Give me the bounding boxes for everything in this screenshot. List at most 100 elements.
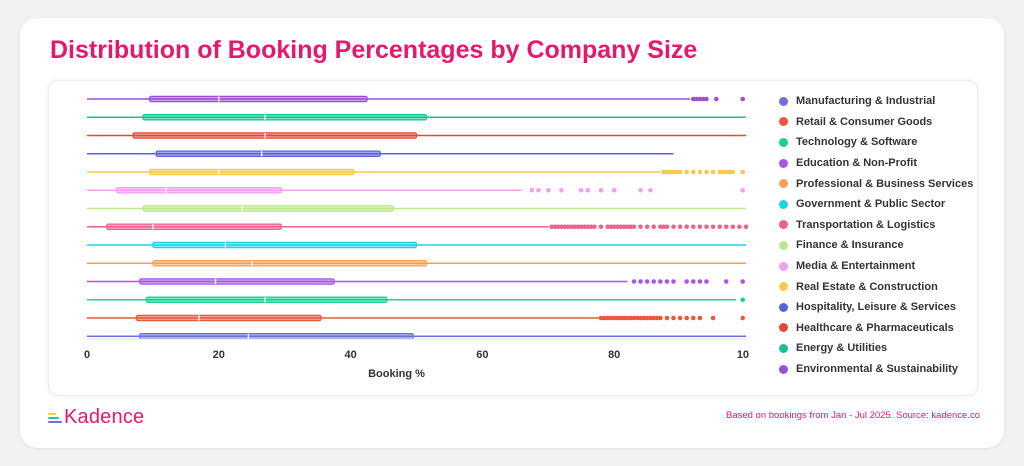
outlier-point xyxy=(644,279,650,284)
legend-dot-icon xyxy=(779,343,788,353)
outlier-point xyxy=(621,224,627,230)
outlier-point xyxy=(638,224,643,230)
box-iqr xyxy=(142,205,395,212)
legend-dot-icon xyxy=(779,199,788,209)
outlier-point xyxy=(697,224,703,230)
outlier-point xyxy=(598,187,604,193)
outlier-point xyxy=(690,169,696,175)
box-iqr xyxy=(106,223,283,230)
legend-dot-icon xyxy=(779,261,788,271)
outlier-point xyxy=(684,279,689,284)
outlier-point xyxy=(730,224,736,230)
logo-mark-icon xyxy=(48,412,62,423)
outlier-point xyxy=(658,224,663,230)
box-iqr xyxy=(135,314,322,322)
outlier-point xyxy=(723,224,729,230)
outlier-point xyxy=(578,224,584,230)
x-axis-label: Booking % xyxy=(368,368,425,380)
outlier-point xyxy=(697,96,703,102)
legend-item: Healthcare & Pharmaceuticals xyxy=(779,318,974,339)
legend-item: Energy & Utilities xyxy=(779,338,974,359)
outlier-point xyxy=(667,169,673,175)
legend-dot-icon xyxy=(779,282,788,292)
outlier-point xyxy=(697,315,703,321)
box-iqr xyxy=(149,95,368,103)
outlier-point xyxy=(631,224,637,230)
box-plot: 0 20 40 60 80 100 Booking % xyxy=(84,95,749,380)
outlier-point xyxy=(588,224,594,230)
outlier-point xyxy=(555,224,561,230)
outlier-point xyxy=(720,169,726,175)
outlier-point xyxy=(634,315,640,321)
outlier-point xyxy=(644,224,650,230)
outlier-point xyxy=(697,169,703,175)
box-iqr xyxy=(132,132,418,139)
outlier-point xyxy=(631,279,637,284)
outlier-point xyxy=(704,96,709,102)
outlier-point xyxy=(605,315,610,321)
outlier-point xyxy=(628,315,633,321)
outlier-point xyxy=(578,187,584,193)
box-iqr xyxy=(155,150,381,157)
outlier-point xyxy=(723,279,729,284)
outlier-point xyxy=(664,279,670,284)
outlier-point xyxy=(608,315,614,321)
legend-label: Technology & Software xyxy=(796,136,918,149)
outlier-point xyxy=(648,315,653,321)
outlier-point xyxy=(658,279,663,284)
legend-item: Finance & Insurance xyxy=(779,235,974,256)
outlier-point xyxy=(704,224,709,230)
outlier-point xyxy=(611,187,617,193)
legend-item: Government & Public Sector xyxy=(779,194,974,215)
legend-label: Environmental & Sustainability xyxy=(796,363,958,376)
x-tick-label: 60 xyxy=(476,349,488,361)
outlier-point xyxy=(717,224,722,230)
legend-item: Professional & Business Services xyxy=(779,173,974,194)
legend: Manufacturing & Industrial Retail & Consu… xyxy=(779,91,974,379)
legend-dot-icon xyxy=(779,158,788,168)
outlier-point xyxy=(704,279,709,284)
legend-item: Manufacturing & Industrial xyxy=(779,91,974,112)
legend-item: Real Estate & Construction xyxy=(779,276,974,297)
outlier-point xyxy=(651,279,657,284)
outlier-point xyxy=(625,315,630,321)
outlier-point xyxy=(710,315,716,321)
outlier-point xyxy=(740,169,746,175)
chart-title: Distribution of Booking Percentages by C… xyxy=(50,36,698,64)
outlier-point xyxy=(615,224,620,230)
outlier-point xyxy=(605,224,610,230)
outlier-point xyxy=(559,224,564,230)
outlier-point xyxy=(625,224,630,230)
outlier-point xyxy=(562,224,568,230)
outlier-point xyxy=(700,96,706,102)
outlier-point xyxy=(628,224,633,230)
legend-label: Manufacturing & Industrial xyxy=(796,95,936,108)
outlier-point xyxy=(671,224,676,230)
outlier-point xyxy=(598,315,604,321)
legend-dot-icon xyxy=(779,117,788,127)
outlier-point xyxy=(661,224,666,230)
outlier-point xyxy=(654,315,660,321)
legend-item: Technology & Software xyxy=(779,132,974,153)
plot-panel: 0 20 40 60 80 100 Booking % Manufacturing & In… xyxy=(48,80,978,396)
legend-dot-icon xyxy=(779,323,788,333)
kadence-logo: Kadence xyxy=(48,406,144,429)
outlier-point xyxy=(684,224,689,230)
outlier-point xyxy=(638,279,643,284)
legend-dot-icon xyxy=(779,302,788,312)
outlier-point xyxy=(569,224,574,230)
outlier-point xyxy=(592,224,597,230)
outlier-point xyxy=(677,169,683,175)
outlier-point xyxy=(638,187,643,193)
box-iqr xyxy=(139,333,414,340)
outlier-point xyxy=(658,315,663,321)
report-card: Distribution of Booking Percentages by C… xyxy=(20,18,1004,448)
outlier-point xyxy=(740,279,746,284)
outlier-point xyxy=(549,224,554,230)
legend-label: Education & Non-Profit xyxy=(796,157,917,170)
legend-label: Media & Entertainment xyxy=(796,260,916,273)
outlier-point xyxy=(690,224,696,230)
legend-dot-icon xyxy=(779,137,788,147)
outlier-point xyxy=(740,315,746,321)
legend-item: Education & Non-Profit xyxy=(779,153,974,174)
